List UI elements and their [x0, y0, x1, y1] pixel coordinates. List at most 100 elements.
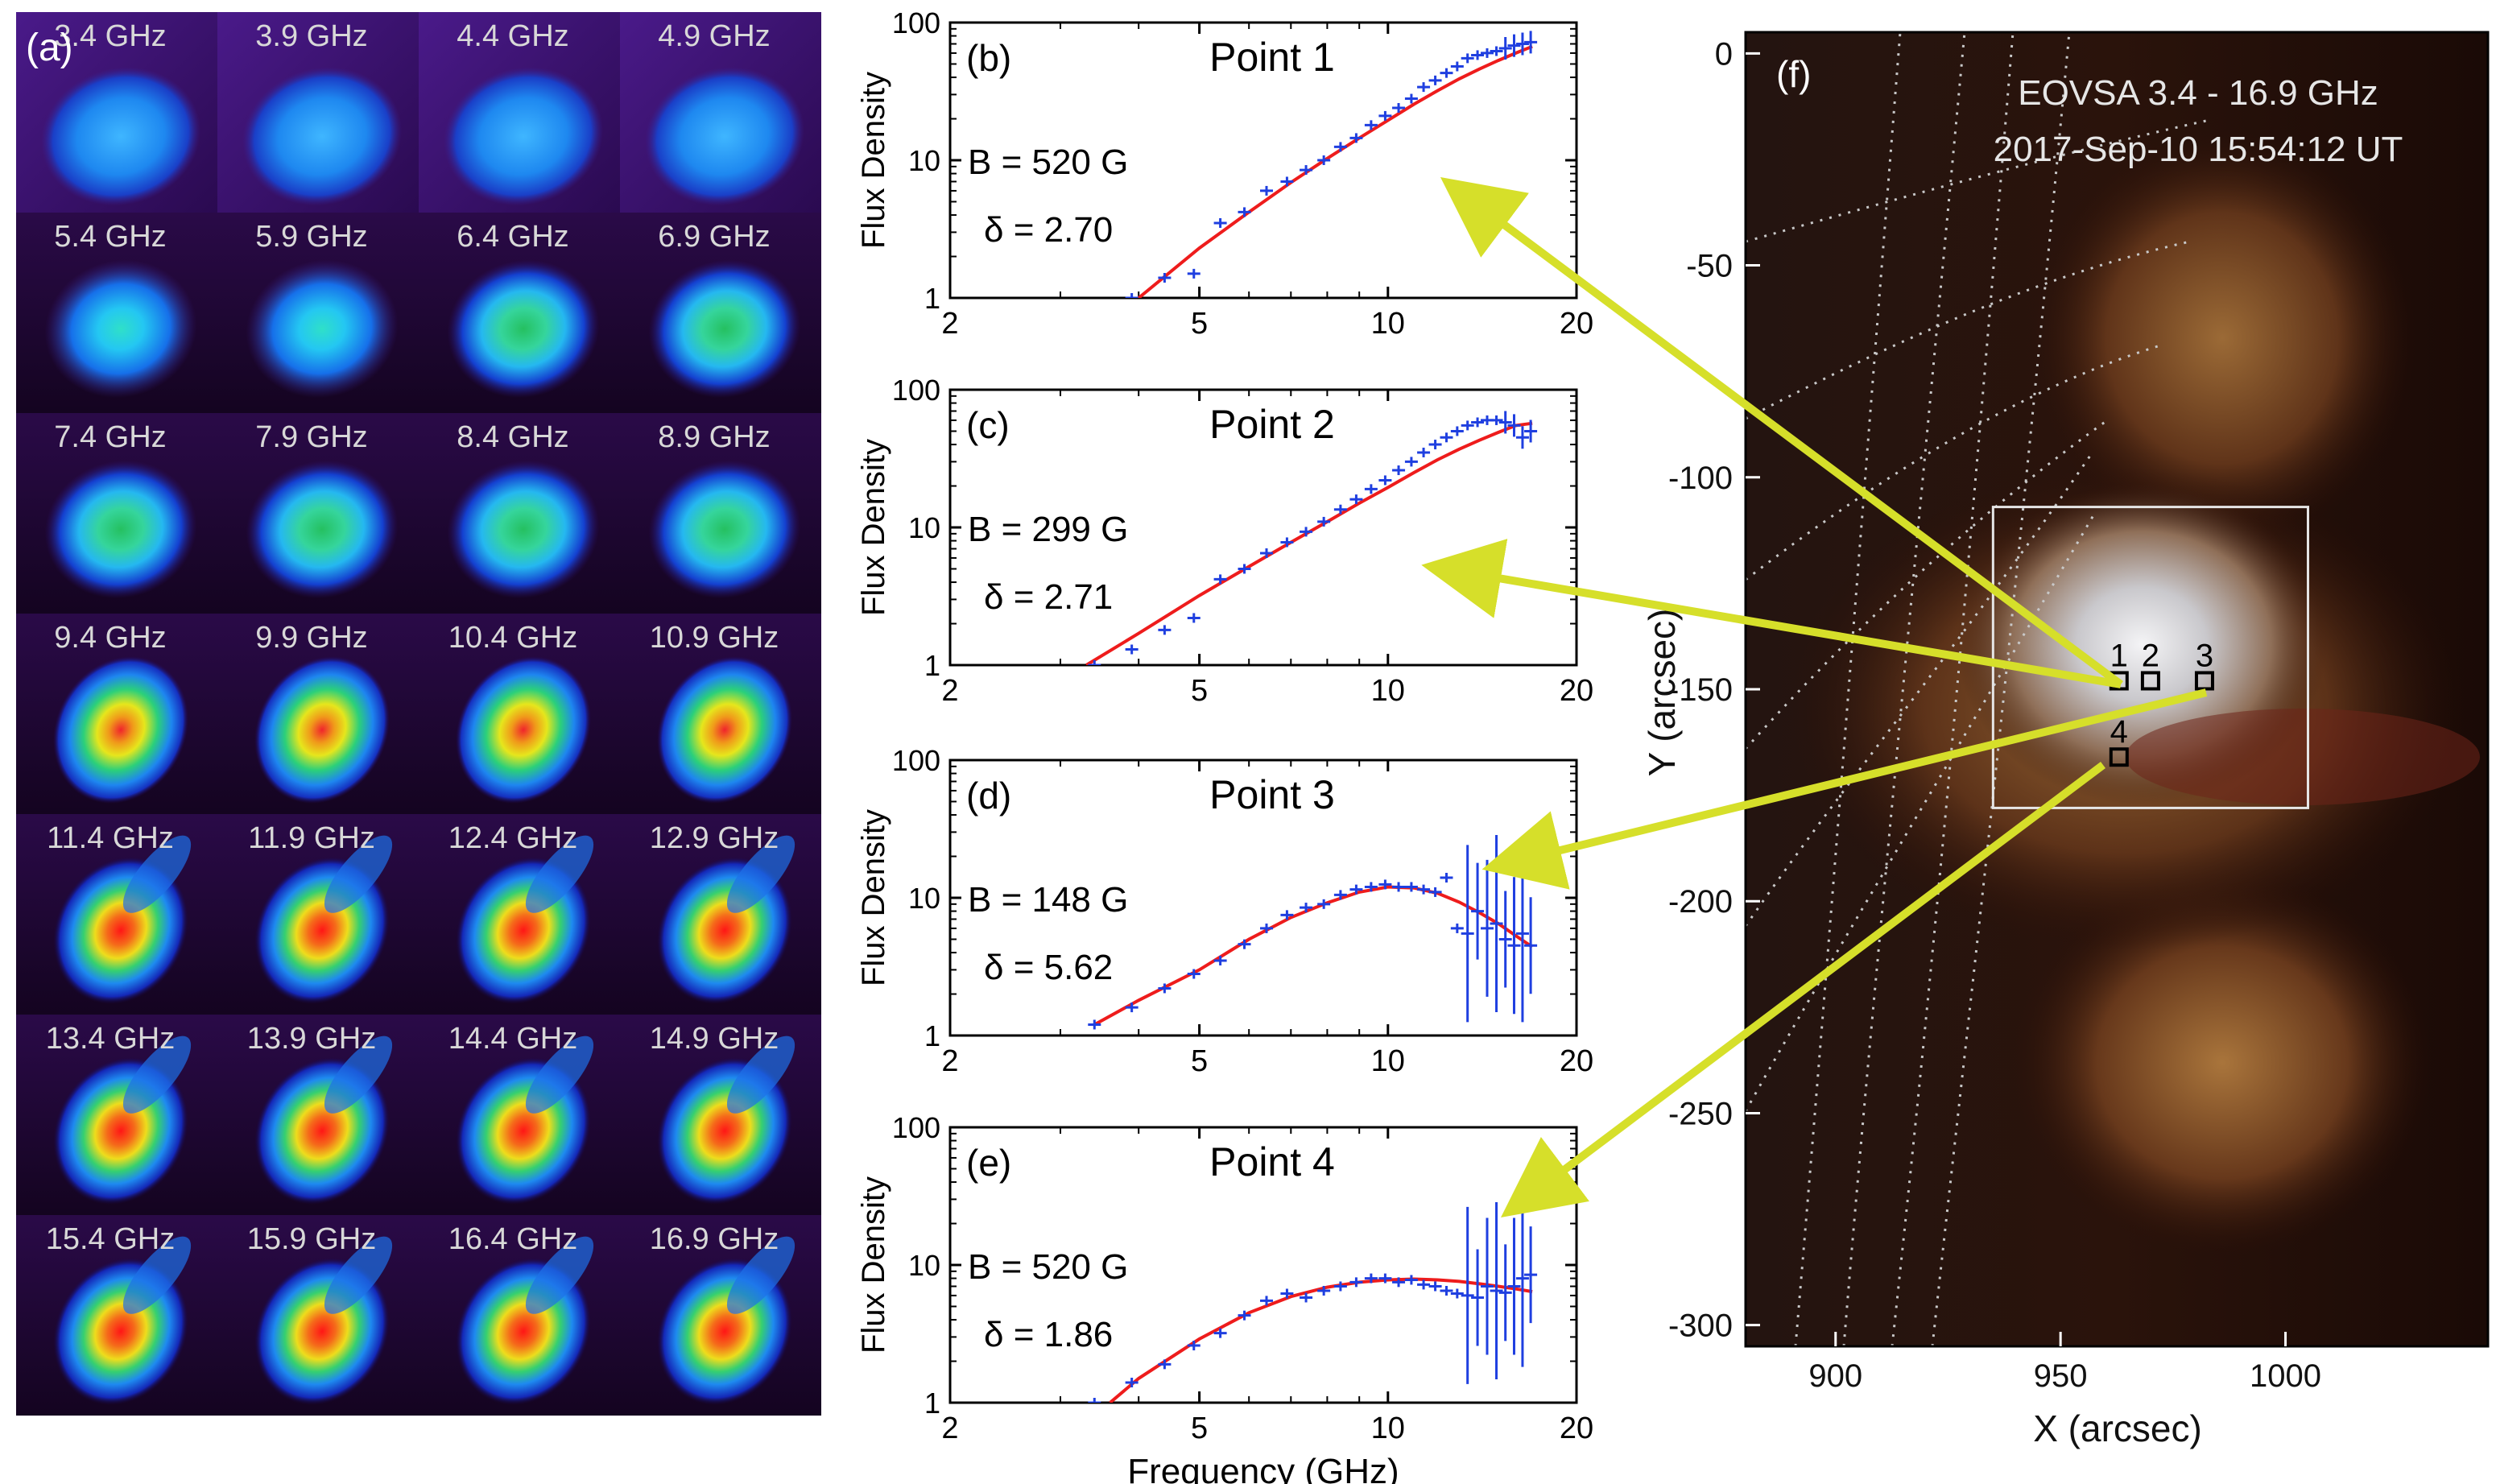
- image-cell: 9.9 GHz: [217, 614, 419, 814]
- radio-source: [447, 460, 600, 599]
- image-cell: 16.4 GHz: [419, 1215, 620, 1416]
- x-tick-label: 2: [941, 674, 958, 708]
- y-tick-label: -100: [1668, 461, 1733, 496]
- radio-source: [447, 259, 600, 399]
- frequency-label: 12.4 GHz: [448, 821, 578, 855]
- panel-title: Point 3: [1209, 772, 1335, 817]
- y-axis-label: Flux Density: [856, 439, 891, 616]
- radio-source: [443, 67, 604, 206]
- grid-line: [1891, 31, 2015, 1347]
- source-tail: [726, 1035, 795, 1114]
- y-tick-label: 100: [892, 374, 940, 407]
- radio-source: [246, 259, 399, 399]
- point-label: 4: [2110, 714, 2128, 750]
- image-cell: 12.9 GHz: [620, 814, 821, 1015]
- image-cell: 5.4 GHz: [16, 213, 217, 413]
- x-tick-label: 20: [1560, 674, 1593, 708]
- annotation-delta: δ = 2.70: [984, 210, 1113, 250]
- image-cell: 13.4 GHz: [16, 1015, 217, 1215]
- spectrum-panel: 2 5 10 20 1 10 100 (d) Point 3 B = 148 G δ = 5.62 F…: [856, 744, 1593, 1078]
- point-label: 1: [2110, 638, 2128, 673]
- x-tick-label: 10: [1371, 307, 1405, 341]
- panel-f-label: (f): [1776, 53, 1811, 95]
- x-tick-label: 20: [1560, 1412, 1593, 1445]
- panel-a-label: (a): [26, 27, 73, 69]
- panel-label: (d): [966, 775, 1011, 816]
- radio-source: [44, 460, 197, 599]
- frequency-label: 14.4 GHz: [448, 1022, 578, 1056]
- frequency-label: 12.9 GHz: [650, 821, 779, 855]
- x-tick-label: 5: [1191, 1412, 1208, 1445]
- image-cell: 8.4 GHz: [419, 413, 620, 614]
- y-tick-label: -200: [1668, 884, 1733, 920]
- source-tail: [525, 1035, 594, 1114]
- image-cell: 14.9 GHz: [620, 1015, 821, 1215]
- radio-source: [648, 259, 801, 399]
- source-tail: [122, 1236, 192, 1314]
- map-axis-ticks: 900 950 1000 0 -50 -100 -150 -200 -250 -300: [1668, 36, 2321, 1394]
- frequency-label: 5.4 GHz: [54, 220, 166, 254]
- x-tick-label: 10: [1371, 1412, 1405, 1445]
- panel-title: Point 2: [1209, 402, 1335, 447]
- image-cell: 8.9 GHz: [620, 413, 821, 614]
- y-tick-label: 1: [924, 282, 940, 315]
- annotation-delta: δ = 5.62: [984, 948, 1113, 987]
- frequency-label: 11.9 GHz: [248, 821, 375, 855]
- source-tail: [324, 1236, 393, 1314]
- image-cell: 12.4 GHz: [419, 814, 620, 1015]
- point-label: 2: [2142, 638, 2159, 673]
- x-tick-label: 1000: [2250, 1358, 2321, 1394]
- grid-line: [1931, 31, 2071, 1347]
- y-tick-label: -150: [1668, 672, 1733, 708]
- arrow-point-3: [1481, 688, 2208, 890]
- x-tick-label: 10: [1371, 1044, 1405, 1078]
- annotation-b: B = 148 G: [968, 880, 1128, 920]
- connector-arrows: [1421, 177, 2208, 1218]
- radio-source: [455, 655, 592, 804]
- source-tail: [726, 835, 795, 913]
- y-axis-label: Flux Density: [856, 809, 891, 986]
- annotation-b: B = 299 G: [968, 510, 1128, 549]
- annotation-delta: δ = 2.71: [984, 577, 1113, 617]
- source-tail: [324, 1035, 393, 1114]
- x-tick-label: 2: [941, 1044, 958, 1078]
- image-cell: 15.9 GHz: [217, 1215, 419, 1416]
- map-xlabel: X (arcsec): [2033, 1408, 2202, 1449]
- annotation-delta: δ = 1.86: [984, 1315, 1113, 1354]
- x-axis-label: Frequency (GHz): [1127, 1452, 1399, 1484]
- frequency-label: 6.4 GHz: [457, 220, 568, 254]
- source-tail: [324, 835, 393, 913]
- y-tick-label: -300: [1668, 1308, 1733, 1344]
- source-tail: [726, 1236, 795, 1314]
- image-cell: 4.4 GHz: [419, 12, 620, 213]
- frequency-label: 15.9 GHz: [247, 1222, 377, 1256]
- fit-curve: [1136, 44, 1533, 298]
- annotation-b: B = 520 G: [968, 143, 1128, 182]
- spectrum-panel: 2 5 10 20 1 10 100 (e) Point 4 B = 520 G δ = 1.86 F…: [856, 1111, 1593, 1484]
- y-tick-label: 0: [1715, 36, 1733, 72]
- image-cell: 4.9 GHz: [620, 12, 821, 213]
- x-tick-label: 5: [1191, 674, 1208, 708]
- radio-source: [648, 460, 801, 599]
- image-cell: 10.9 GHz: [620, 614, 821, 814]
- frequency-label: 16.9 GHz: [650, 1222, 779, 1256]
- x-tick-label: 2: [941, 1412, 958, 1445]
- grid-line: [1744, 417, 2110, 750]
- source-tail: [525, 1236, 594, 1314]
- image-cell: 11.9 GHz: [217, 814, 419, 1015]
- arrow-point-1: [1440, 177, 2123, 688]
- y-tick-label: 100: [892, 6, 940, 39]
- radio-source: [44, 259, 197, 399]
- y-tick-label: 1: [924, 1019, 940, 1052]
- spectra-panels: 2 5 10 20 1 10 100 (b) Point 1 B = 520 G δ = 2.70 F…: [856, 6, 1593, 1484]
- panel-label: (b): [966, 37, 1011, 79]
- panel-title: Point 1: [1209, 35, 1335, 80]
- panel-label: (e): [966, 1142, 1011, 1184]
- map-ylabel: Y (arcsec): [1641, 609, 1683, 777]
- annotation-b: B = 520 G: [968, 1247, 1128, 1287]
- x-tick-label: 5: [1191, 307, 1208, 341]
- frequency-label: 15.4 GHz: [46, 1222, 176, 1256]
- spectrum-panel: 2 5 10 20 1 10 100 (b) Point 1 B = 520 G δ = 2.70 F…: [856, 6, 1593, 341]
- panel-label: (c): [966, 404, 1010, 446]
- y-tick-label: 1: [924, 1387, 940, 1420]
